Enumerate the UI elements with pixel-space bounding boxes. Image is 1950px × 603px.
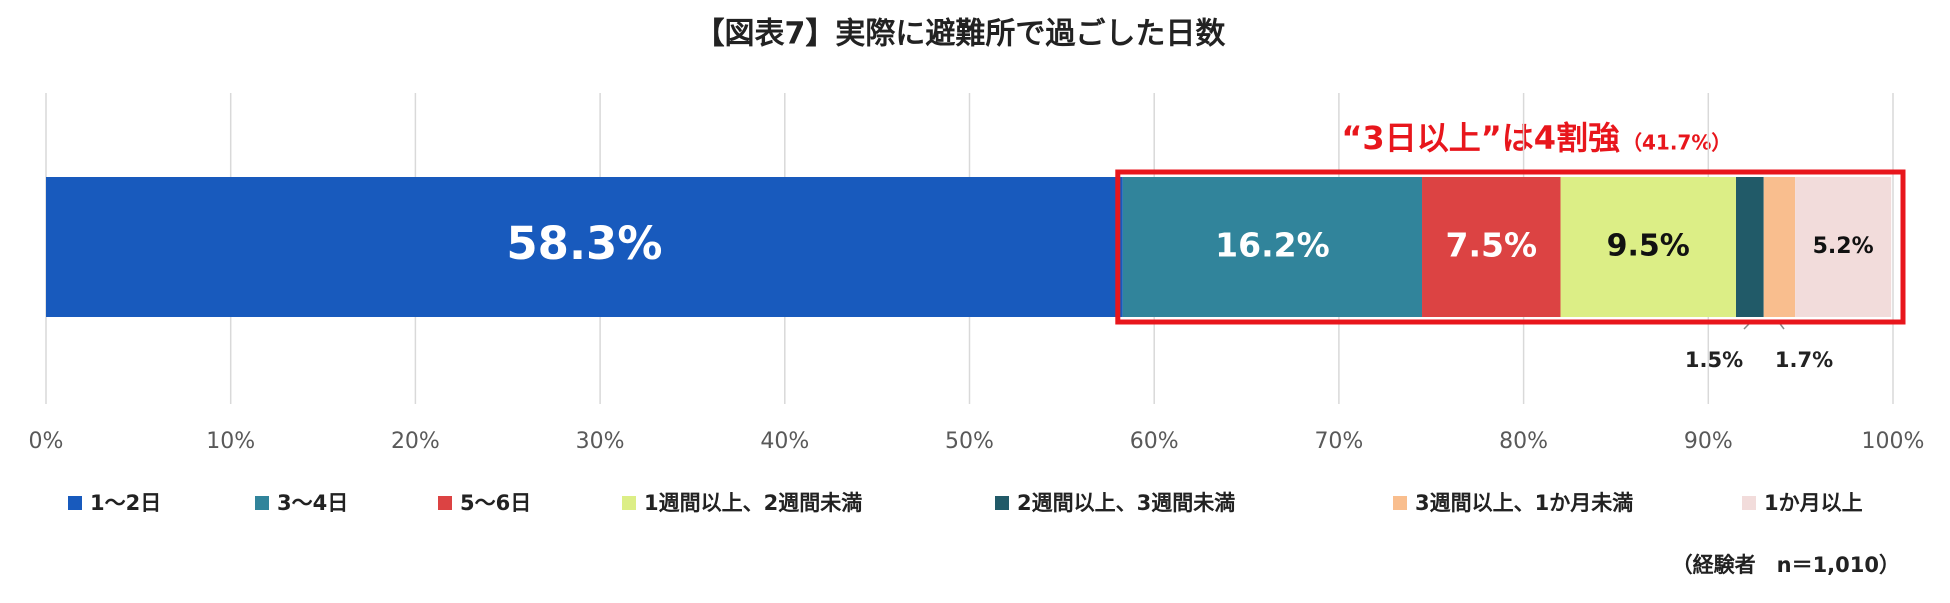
legend-label: 2週間以上、3週間未満 (1017, 491, 1235, 515)
legend-swatch (995, 496, 1009, 510)
bar-segment (1795, 177, 1892, 317)
legend-swatch (1742, 496, 1756, 510)
x-tick-label: 100% (1862, 429, 1925, 454)
annotation: “3日以上”は4割強 (1341, 119, 1620, 157)
bar-segment (1763, 177, 1796, 317)
data-label: 16.2% (1215, 226, 1330, 265)
x-tick-label: 40% (760, 429, 809, 454)
x-tick-label: 20% (391, 429, 440, 454)
legend-swatch (622, 496, 636, 510)
x-tick-label: 80% (1499, 429, 1548, 454)
legend-swatch (68, 496, 82, 510)
bar-segment (1122, 177, 1423, 317)
data-label: 9.5% (1607, 229, 1690, 264)
data-label: 5.2% (1813, 234, 1874, 259)
x-tick-label: 90% (1684, 429, 1733, 454)
x-tick-label: 0% (29, 429, 64, 454)
legend-swatch (1393, 496, 1407, 510)
bar-segment (1736, 177, 1764, 317)
annotation: （41.7%） (1622, 131, 1731, 155)
x-tick-label: 70% (1314, 429, 1363, 454)
legend-label: 1週間以上、2週間未満 (644, 491, 862, 515)
chart-title: 【図表7】実際に避難所で過ごした日数 (695, 17, 1227, 52)
x-tick-label: 10% (206, 429, 255, 454)
legend-label: 1か月以上 (1764, 491, 1863, 515)
legend-label: 5～6日 (460, 491, 531, 515)
data-label: 1.7% (1775, 348, 1833, 372)
legend-swatch (438, 496, 452, 510)
legend-label: 1～2日 (90, 491, 161, 515)
data-label: 58.3% (506, 217, 662, 270)
legend-swatch (255, 496, 269, 510)
bar-segment (46, 177, 1123, 317)
x-tick-label: 30% (576, 429, 625, 454)
bar-segment (1422, 177, 1561, 317)
legend-label: 3週間以上、1か月未満 (1415, 491, 1633, 515)
data-label: 1.5% (1685, 348, 1743, 372)
note: （経験者 n＝1,010） (1672, 553, 1900, 577)
data-label: 7.5% (1446, 226, 1538, 265)
x-tick-label: 50% (945, 429, 994, 454)
highlight-box (1115, 169, 1906, 325)
bar-segment (1560, 177, 1737, 317)
legend-label: 3～4日 (277, 491, 348, 515)
x-tick-label: 60% (1130, 429, 1179, 454)
